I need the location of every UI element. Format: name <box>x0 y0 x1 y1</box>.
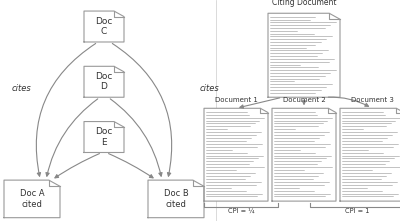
Text: Doc A
cited: Doc A cited <box>20 189 44 209</box>
Text: Document 1: Document 1 <box>214 97 258 103</box>
Text: Doc
D: Doc D <box>95 72 113 91</box>
Polygon shape <box>148 180 204 218</box>
Polygon shape <box>4 180 60 218</box>
Polygon shape <box>84 11 124 42</box>
Text: Doc
E: Doc E <box>95 127 113 147</box>
Text: CPI = ¼: CPI = ¼ <box>228 208 254 214</box>
Polygon shape <box>272 108 336 201</box>
Polygon shape <box>204 108 268 201</box>
Text: cites: cites <box>200 84 220 93</box>
Text: Document 3: Document 3 <box>350 97 394 103</box>
Polygon shape <box>340 108 400 201</box>
Text: CPI = 1: CPI = 1 <box>345 208 369 214</box>
Polygon shape <box>268 13 340 97</box>
Text: Document 2: Document 2 <box>283 97 325 103</box>
Text: Doc B
cited: Doc B cited <box>164 189 188 209</box>
Text: cites: cites <box>12 84 32 93</box>
Text: Doc
C: Doc C <box>95 17 113 36</box>
Text: Citing Document: Citing Document <box>272 0 336 7</box>
Polygon shape <box>84 122 124 152</box>
Polygon shape <box>84 66 124 97</box>
